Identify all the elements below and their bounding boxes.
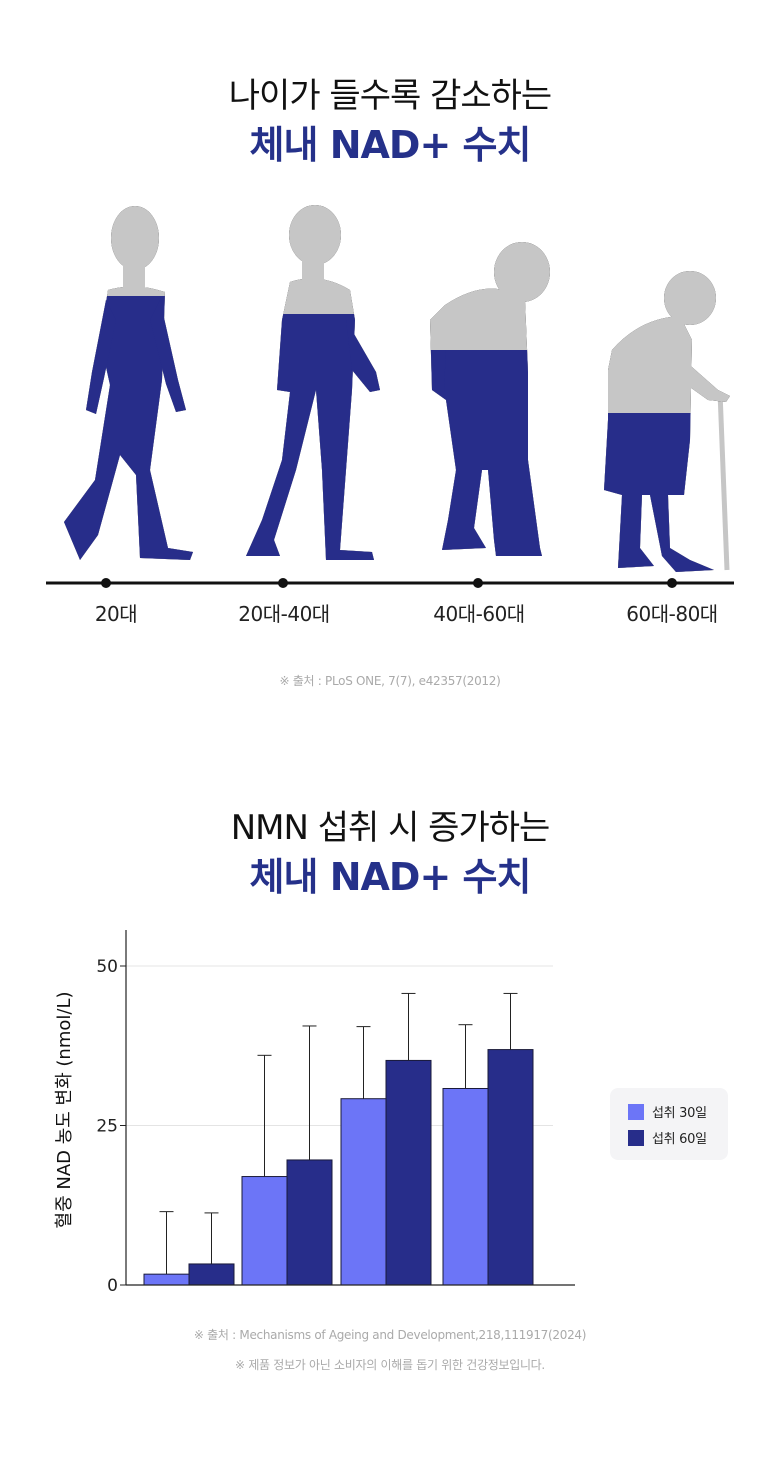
bar-series2-group4 [487,1049,534,1286]
timeline-dot-20s-40s [278,578,288,588]
legend-swatch-30days [628,1103,644,1120]
legend-label-30days: 섭취 30일 [652,1106,707,1121]
y-tick-label-25: 25 [96,1117,118,1137]
age-label-40s-60s: 40대-60대 [433,602,525,626]
age-label-60s-80s: 60대-80대 [626,602,718,626]
figure-60s-80s [604,271,730,572]
bar-series1-group2 [241,1176,288,1286]
legend-item-60days: 섭취 60일 [628,1128,707,1147]
figure-40s-60s [430,242,550,556]
section1-source: ※ 출처 : PLoS ONE, 7(7), e42357(2012) [279,674,501,688]
bar-series2-group1 [188,1263,235,1286]
section2-title-line2: 체내 NAD+ 수치 [249,855,532,899]
section2-source: ※ 출처 : Mechanisms of Ageing and Developm… [193,1328,587,1342]
age-label-20s: 20대 [94,602,138,626]
section1-title-line1: 나이가 들수록 감소하는 [228,76,552,116]
figure-20s-40s [246,205,380,560]
bar-series1-group4 [442,1087,489,1286]
bar-series2-group3 [385,1059,432,1286]
y-axis-label: 혈중 NAD 농도 변화 (nmol/L) [54,992,75,1229]
section1-title-line2: 체내 NAD+ 수치 [249,123,532,167]
y-tick-label-0: 0 [107,1276,118,1296]
legend-swatch-60days [628,1129,644,1146]
timeline-dot-40s-60s [473,578,483,588]
legend-label-60days: 섭취 60일 [652,1132,707,1147]
section2-disclaimer: ※ 제품 정보가 아닌 소비자의 이해를 돕기 위한 건강정보입니다. [235,1358,545,1372]
age-label-20s-40s: 20대-40대 [238,602,330,626]
timeline-dot-60s-80s [667,578,677,588]
bar-series2-group2 [286,1159,333,1286]
bar-series1-group1 [143,1273,190,1286]
section2-title-line1: NMN 섭취 시 증가하는 [230,808,551,848]
y-tick-label-50: 50 [96,957,118,977]
cane [717,391,730,571]
bar-series1-group3 [340,1098,387,1286]
figure-20s [64,206,193,560]
chart-legend: 섭취 30일 섭취 60일 [610,1088,728,1160]
legend-item-30days: 섭취 30일 [628,1102,707,1121]
aging-silhouettes [46,205,734,588]
timeline-dot-20s [101,578,111,588]
